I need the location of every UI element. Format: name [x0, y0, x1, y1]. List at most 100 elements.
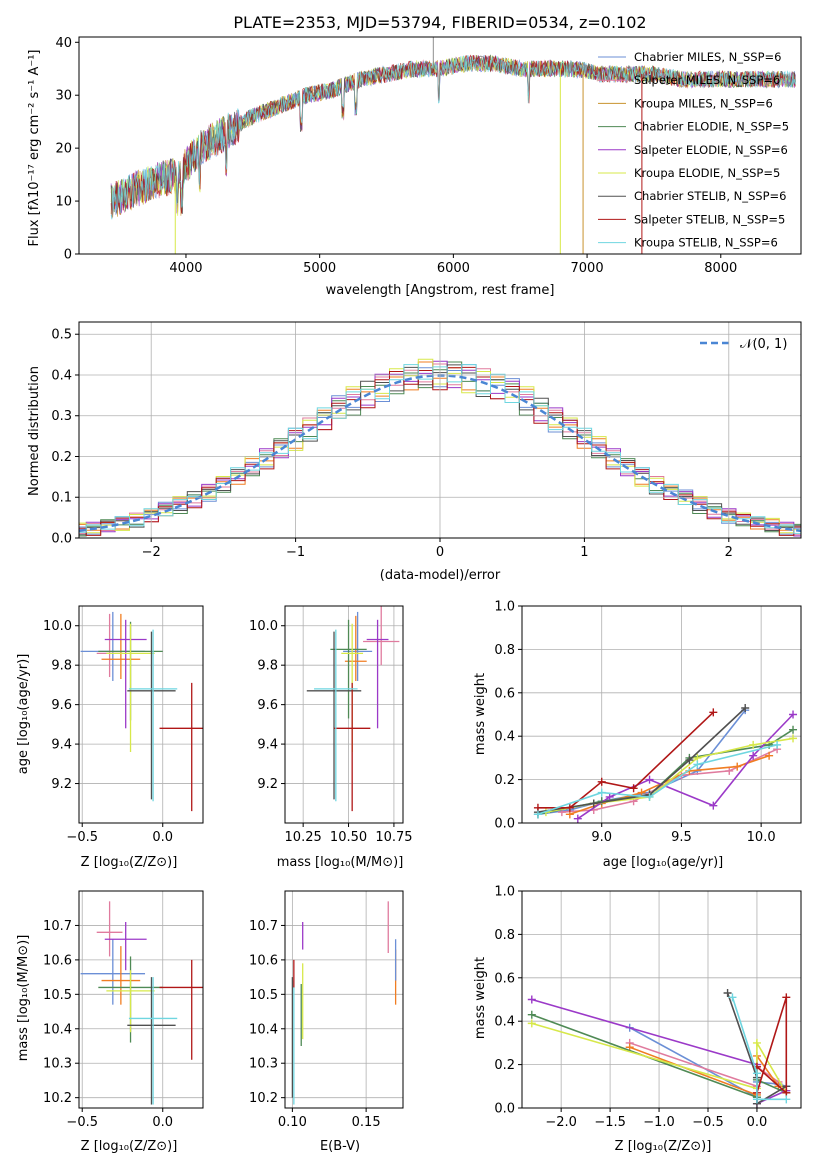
weight-marker [693, 760, 702, 769]
legend-label: Kroupa STELIB, N_SSP=6 [634, 236, 778, 250]
y-tick-label: 9.8 [257, 659, 278, 674]
errorbar-kroupa_elodie [106, 623, 155, 752]
weight-marker [728, 993, 737, 1002]
y-tick-label: 10.3 [249, 1057, 278, 1072]
x-tick-label: 4000 [169, 261, 202, 276]
x-tick-label: −0.5 [692, 1115, 724, 1130]
weight-marker [723, 988, 732, 997]
weight-marker [752, 1095, 761, 1104]
errorbars [80, 611, 203, 812]
plot-frame [78, 321, 802, 539]
legend-label: Salpeter ELODIE, N_SSP=6 [634, 143, 788, 157]
y-tick-label: 10.6 [43, 953, 72, 968]
x-tick-label: 10.75 [375, 830, 412, 845]
legend-label: Salpeter STELIB, N_SSP=5 [634, 212, 785, 226]
panel-weight-age: 9.0 9.5 10.0 0.0 0.2 0.4 0.6 0.8 1.0 [494, 600, 802, 845]
plot-frame [284, 605, 404, 824]
weight-marker [645, 775, 654, 784]
errorbar-salpeter_miles [96, 901, 123, 957]
age-z-ylabel: age [log₁₀(age/yr)] [16, 654, 31, 775]
x-tick-label: 2 [725, 545, 733, 560]
y-tick-label: 0.5 [51, 328, 72, 343]
y-tick-label: 0.2 [494, 773, 515, 788]
x-tick-label: 0.0 [152, 830, 173, 845]
weight-marker [773, 740, 782, 749]
weight-marker [765, 751, 774, 760]
errorbar-salpeter_elodie [104, 619, 147, 729]
x-tick-label: −1 [286, 545, 305, 560]
errorbar-salpeter_miles [96, 613, 123, 678]
weight-age-ylabel: mass weight [473, 673, 488, 755]
y-tick-label: 10.5 [249, 988, 278, 1003]
weight-marker [527, 1019, 536, 1028]
y-tick-label: 0.4 [51, 368, 72, 383]
weight-line-salpeter_elodie [577, 713, 794, 820]
residuals-ylabel: Normed distribution [27, 366, 42, 496]
legend-label: Chabrier ELODIE, N_SSP=5 [634, 120, 789, 134]
spectrum-ylabel: Flux [fλ10⁻¹⁷ erg cm⁻² s⁻¹ A⁻¹] [27, 50, 42, 247]
panel-age-mass: 10.25 10.50 10.75 9.2 9.4 9.6 9.8 10.0 [249, 605, 413, 845]
x-tick-label: 10.25 [285, 830, 322, 845]
weight-marker [533, 810, 542, 819]
panel-spectrum: Chabrier MILES, N_SSP=6 Salpeter MILES, N… [27, 36, 802, 298]
y-tick-label: 10 [55, 195, 72, 210]
y-tick-label: 10.3 [43, 1057, 72, 1072]
x-tick-label: 8000 [704, 261, 737, 276]
residuals-xlabel: (data-model)/error [380, 568, 501, 583]
weight-age-xlabel: age [log₁₀(age/yr)] [603, 855, 724, 870]
spectrum-xlabel: wavelength [Angstrom, rest frame] [326, 283, 555, 298]
x-tick-label: −2.0 [545, 1115, 577, 1130]
y-tick-label: 10.2 [249, 1091, 278, 1106]
y-tick-label: 10.4 [249, 1022, 278, 1037]
weight-z-ylabel: mass weight [473, 957, 488, 1039]
y-tick-label: 9.2 [257, 777, 278, 792]
errorbar-salpeter_elodie [104, 922, 147, 971]
y-tick-label: 10.7 [43, 919, 72, 934]
plot-frame [78, 605, 204, 824]
errorbar-chabrier_miles [80, 611, 146, 681]
y-tick-label: 0.0 [494, 1102, 515, 1117]
spectrum-line-kroupa_stelib [110, 55, 796, 220]
errorbar-kroupa_stelib [128, 629, 178, 802]
weight-marker [597, 788, 606, 797]
age-mass-xlabel: mass [log₁₀(M/M⊙)] [277, 855, 404, 870]
weight-marker [749, 740, 758, 749]
x-tick-label: −2 [142, 545, 161, 560]
plot-frame [78, 890, 204, 1109]
panel-weight-z: −2.0 −1.5 −1.0 −0.5 0.0 0.0 0.2 0.4 0.6 0.8 1.0 [494, 885, 802, 1130]
errorbar-salpeter_stelib [159, 682, 203, 812]
y-tick-label: 1.0 [494, 600, 515, 615]
y-tick-label: 0.4 [494, 1015, 515, 1030]
weight-z-xlabel: Z [log₁₀(Z/Z⊙)] [615, 1139, 712, 1154]
weight-line-orange [569, 754, 770, 816]
x-tick-label: 0 [436, 545, 444, 560]
weight-marker [749, 751, 758, 760]
legend-label: Chabrier STELIB, N_SSP=6 [634, 189, 786, 203]
small-panels: −0.5 0.0 9.2 9.4 9.6 9.8 10.0 10.25 10.50 10.75 9.… [43, 600, 802, 1130]
y-tick-label: 10.0 [249, 619, 278, 634]
y-tick-label: 9.6 [257, 698, 278, 713]
errorbar-chabrier_stelib [127, 977, 176, 1105]
normal-legend-label: 𝒩(0, 1) [740, 337, 787, 352]
y-tick-label: 10.6 [249, 953, 278, 968]
y-tick-label: 40 [55, 36, 72, 51]
errorbar-salpeter_elodie [366, 619, 389, 729]
y-tick-label: 0.1 [51, 491, 72, 506]
y-tick-label: 0.0 [494, 817, 515, 832]
y-tick-label: 30 [55, 89, 72, 104]
errorbar-kroupa_stelib [314, 629, 358, 802]
legend-label: Kroupa ELODIE, N_SSP=5 [634, 166, 780, 180]
y-tick-label: 0.0 [51, 532, 72, 547]
spectrum-legend: Chabrier MILES, N_SSP=6 Salpeter MILES, N… [598, 50, 789, 250]
x-tick-label: 7000 [571, 261, 604, 276]
y-tick-label: 20 [55, 142, 72, 157]
y-tick-label: 10.0 [43, 619, 72, 634]
weight-marker [605, 792, 614, 801]
weight-line-kroupa_stelib [731, 997, 787, 1101]
errorbar-chabrier_stelib [127, 631, 176, 800]
plot-frame [521, 605, 802, 824]
weight-marker [589, 799, 598, 808]
x-tick-label: 0.15 [352, 1115, 381, 1130]
errorbar-chabrier_miles [80, 939, 146, 1005]
y-tick-label: 0.3 [51, 409, 72, 424]
